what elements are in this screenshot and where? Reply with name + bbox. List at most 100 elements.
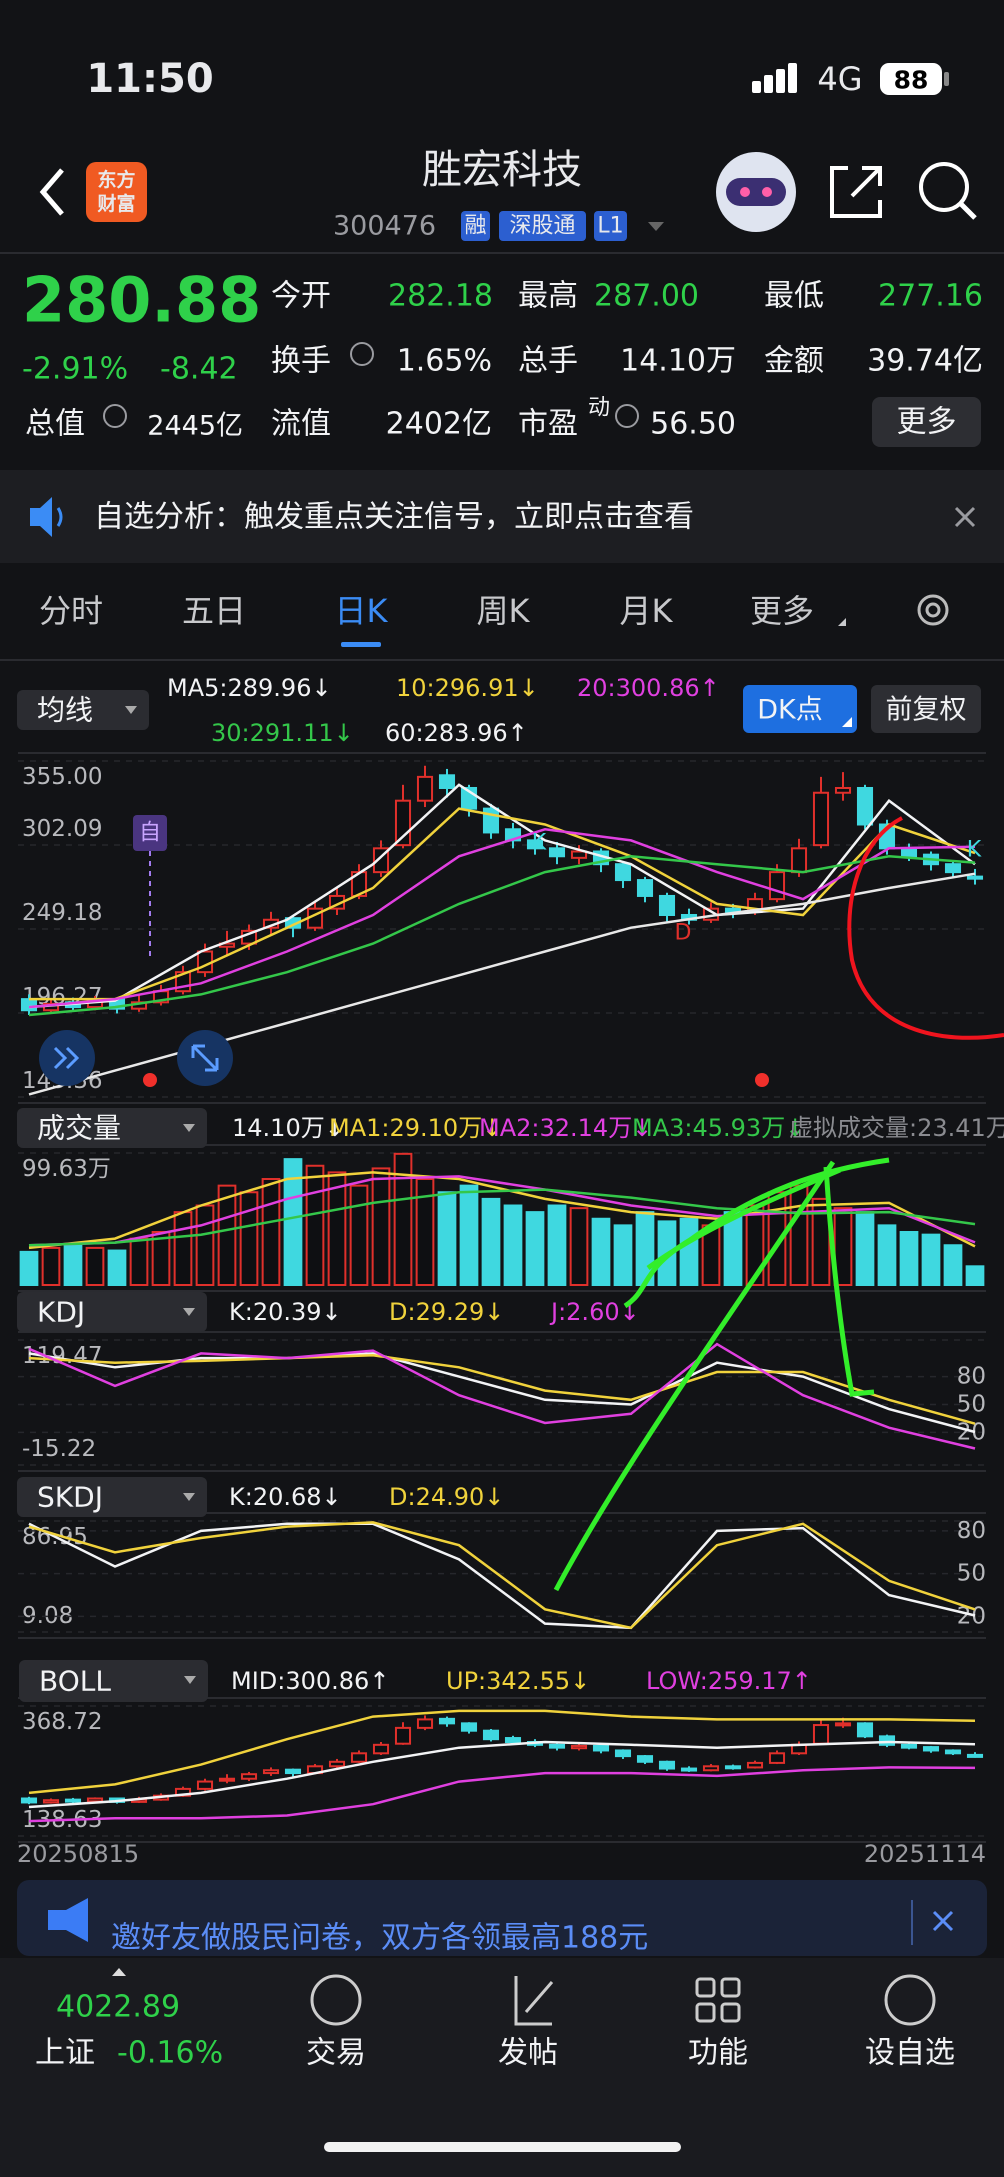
candle-body (416, 775, 434, 802)
candle-body (966, 875, 984, 880)
tab[interactable]: 五日 (182, 592, 246, 630)
indicator-line (28, 855, 976, 1017)
indicator-dropdown[interactable] (17, 1292, 207, 1332)
index-value[interactable]: 4022.89 (56, 1990, 180, 2025)
nav-label[interactable]: 功能 (688, 2036, 748, 2071)
indicator-line (28, 1766, 976, 1823)
trade-icon[interactable] (310, 1974, 362, 2026)
field-label: 市盈 (518, 407, 578, 442)
candle-body (570, 1744, 588, 1750)
event-dot (143, 1073, 157, 1087)
back-button[interactable] (39, 168, 64, 216)
indicator-value: 虚拟成交量:23.41万 (789, 1114, 1004, 1142)
volume-bar (371, 1167, 391, 1286)
volume-bar (459, 1184, 479, 1286)
post-icon[interactable] (514, 1976, 554, 2026)
candle-body (702, 1765, 720, 1772)
info-icon[interactable] (615, 404, 639, 428)
candle-body (64, 1798, 82, 1803)
candle-body (42, 1799, 60, 1804)
volume-bar (217, 1184, 237, 1286)
banner-text: 邀好友做股民问卷，双方各领最高188元 (111, 1921, 648, 1956)
dropdown-arrow[interactable] (648, 222, 664, 231)
watchlist-icon[interactable] (884, 1974, 936, 2026)
speaker-wave (56, 507, 63, 527)
signal-marker (133, 815, 167, 851)
search-icon[interactable] (919, 162, 969, 212)
candle-body (900, 1743, 918, 1749)
nav-label[interactable]: 发帖 (498, 2036, 558, 2071)
tab[interactable]: 日K (335, 592, 389, 630)
share-icon[interactable] (830, 166, 882, 218)
adjust-button[interactable] (871, 685, 981, 733)
volume-bar (85, 1246, 105, 1286)
event-dot (755, 1073, 769, 1087)
volume-bar (965, 1265, 985, 1286)
field-value: 277.16 (878, 279, 983, 314)
settings-icon-core (925, 602, 941, 618)
tab[interactable]: 更多 (750, 592, 814, 630)
hand-drawn-circle (847, 816, 1004, 1040)
candle-body (768, 1752, 786, 1764)
indicator-value: K:20.39↓ (229, 1298, 342, 1326)
volume-bar (921, 1233, 941, 1286)
indicator-dropdown[interactable] (17, 690, 149, 730)
more-button[interactable] (872, 397, 981, 447)
hand-drawn-line (553, 1160, 836, 1592)
candle-body (548, 1743, 566, 1749)
volume-bar (481, 1197, 501, 1286)
dk-button[interactable] (743, 685, 857, 733)
indicator-name: BOLL (39, 1665, 111, 1698)
field-value: 2402亿 (386, 407, 492, 442)
volume-bar (569, 1207, 589, 1286)
signal-marker-label: D (675, 921, 692, 946)
candle-body (548, 847, 566, 858)
tab[interactable]: 月K (620, 592, 674, 630)
info-icon[interactable] (350, 342, 374, 366)
nav-label[interactable]: 交易 (306, 2036, 366, 2071)
candle-body (614, 863, 632, 882)
banner-close[interactable] (932, 1910, 954, 1932)
volume-bar (261, 1178, 281, 1286)
close-icon[interactable] (954, 506, 976, 528)
indicator-dropdown[interactable] (17, 1477, 207, 1517)
indicator-value: MA3:45.93万↓ (632, 1114, 805, 1142)
candle-body (834, 786, 852, 794)
indicator-dropdown[interactable] (19, 1660, 208, 1702)
dropdown-arrow (183, 1308, 195, 1316)
function-icon[interactable] (695, 1977, 741, 2023)
field-value: 39.74亿 (867, 344, 983, 379)
promo-banner[interactable] (17, 1880, 987, 1956)
dk-arrow (842, 717, 852, 727)
notice-bar[interactable] (0, 470, 1004, 563)
indicator-dropdown[interactable] (17, 1108, 207, 1148)
candle-body (416, 1718, 434, 1729)
indicator-value: LOW:259.17↑ (646, 1667, 812, 1695)
y-tick-label: 368.72 (22, 1709, 102, 1735)
indicator-name: KDJ (37, 1296, 85, 1329)
y-tick-label: 302.09 (22, 816, 102, 842)
info-icon[interactable] (103, 404, 127, 428)
battery-icon (880, 63, 942, 95)
app-logo (86, 162, 147, 222)
candle-body (284, 1768, 302, 1775)
candle-body (944, 1749, 962, 1755)
volume-bar (547, 1204, 567, 1286)
tab[interactable]: 周K (477, 592, 531, 630)
tab[interactable]: 分时 (39, 592, 103, 630)
candle-body (350, 1752, 368, 1763)
settings-icon[interactable] (917, 594, 949, 626)
field-label: 今开 (271, 279, 331, 314)
field-label: 总手 (518, 344, 578, 379)
nav-label[interactable]: 设自选 (865, 2036, 955, 2071)
volume-bar (591, 1217, 611, 1286)
indicator-value: MA5:289.96↓ (167, 674, 332, 702)
volume-bar (393, 1152, 413, 1287)
candle-body (878, 1735, 896, 1746)
avatar-eye (762, 187, 772, 197)
candle-body (526, 839, 544, 850)
field-label: 最高 (518, 279, 578, 314)
candle-body (570, 850, 588, 859)
tabs: 分时 五日 日K 周K 月K 更多 (39, 592, 846, 647)
candle-body (900, 847, 918, 858)
